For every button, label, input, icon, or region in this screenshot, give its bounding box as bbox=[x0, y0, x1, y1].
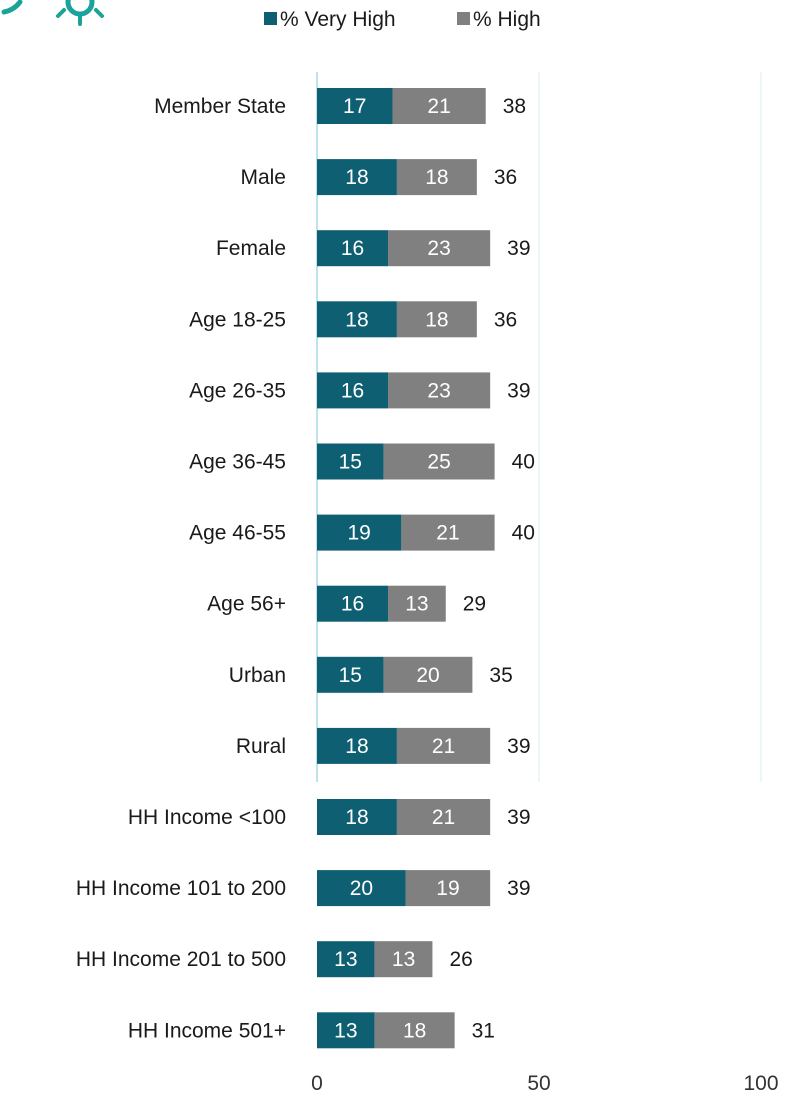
total-label: 40 bbox=[512, 451, 535, 474]
category-labels: Member State Male Female Age 18-25 Age 26-35… bbox=[76, 95, 286, 1042]
legend-label: % Very High bbox=[280, 8, 396, 31]
bar-very-high bbox=[317, 301, 397, 338]
bar-value-label: 18 bbox=[345, 806, 368, 829]
bar-value-label: 19 bbox=[436, 877, 459, 900]
bar-value-label: 16 bbox=[341, 379, 364, 402]
bar-very-high bbox=[317, 372, 389, 409]
total-label: 39 bbox=[507, 379, 530, 402]
bar-very-high bbox=[317, 514, 402, 551]
category-label: HH Income <100 bbox=[128, 806, 286, 829]
x-tick-label: 50 bbox=[527, 1072, 550, 1095]
category-label: Rural bbox=[236, 735, 286, 758]
category-label: Age 26-35 bbox=[189, 379, 286, 402]
total-label: 36 bbox=[494, 166, 517, 189]
bar-high bbox=[396, 799, 491, 835]
bar-very-high bbox=[317, 870, 406, 907]
x-tick-label: 0 bbox=[311, 1072, 323, 1095]
bar-value-label: 17 bbox=[343, 95, 366, 118]
total-label: 38 bbox=[503, 95, 526, 118]
bar-high bbox=[396, 301, 477, 338]
category-label: HH Income 501+ bbox=[128, 1019, 286, 1042]
legend-swatch bbox=[264, 12, 277, 25]
bar-high bbox=[396, 159, 477, 196]
total-label: 26 bbox=[449, 948, 472, 971]
legend-item: % Very High bbox=[264, 8, 396, 31]
bar-value-label: 25 bbox=[427, 451, 450, 474]
bar-very-high bbox=[317, 230, 389, 267]
bars: 17 21 38 18 18 36 16 23 39 18 18 36 16 23 39 15 25 40 19 21… bbox=[317, 88, 535, 1049]
bar-high bbox=[401, 514, 495, 551]
bar-value-label: 18 bbox=[345, 308, 368, 331]
total-label: 31 bbox=[472, 1019, 495, 1042]
total-label: 40 bbox=[512, 522, 535, 545]
category-label: Age 46-55 bbox=[189, 522, 286, 545]
bar-value-label: 18 bbox=[403, 1019, 426, 1042]
bar-value-label: 15 bbox=[339, 451, 362, 474]
bar-value-label: 18 bbox=[425, 308, 448, 331]
bar-value-label: 13 bbox=[334, 948, 357, 971]
bar-high bbox=[388, 372, 491, 409]
legend-item: % High bbox=[457, 8, 541, 31]
bar-value-label: 23 bbox=[427, 237, 450, 260]
total-label: 36 bbox=[494, 308, 517, 331]
total-label: 39 bbox=[507, 237, 530, 260]
bar-very-high bbox=[317, 799, 397, 835]
bar-value-label: 18 bbox=[425, 166, 448, 189]
bar-value-label: 16 bbox=[341, 237, 364, 260]
bar-very-high bbox=[317, 443, 384, 480]
bar-value-label: 16 bbox=[341, 593, 364, 616]
bar-very-high bbox=[317, 727, 397, 764]
bar-high bbox=[388, 230, 491, 267]
bar-value-label: 20 bbox=[350, 877, 373, 900]
category-label: Age 36-45 bbox=[189, 451, 286, 474]
gear-logo-icon bbox=[1, 0, 104, 26]
category-label: HH Income 201 to 500 bbox=[76, 948, 286, 971]
bar-high bbox=[383, 656, 473, 693]
x-tick-label: 100 bbox=[743, 1072, 778, 1095]
total-label: 39 bbox=[507, 806, 530, 829]
total-label: 29 bbox=[463, 593, 486, 616]
bar-high bbox=[374, 941, 433, 978]
bar-value-label: 13 bbox=[392, 948, 415, 971]
bar-value-label: 15 bbox=[339, 664, 362, 687]
category-label: Age 18-25 bbox=[189, 308, 286, 331]
bar-value-label: 18 bbox=[345, 166, 368, 189]
category-label: HH Income 101 to 200 bbox=[76, 877, 286, 900]
category-label: Urban bbox=[229, 664, 286, 687]
bar-very-high bbox=[317, 88, 393, 124]
bar-value-label: 13 bbox=[334, 1019, 357, 1042]
bar-value-label: 20 bbox=[416, 664, 439, 687]
x-axis-ticks: 0 50 100 bbox=[311, 1072, 778, 1095]
bar-very-high bbox=[317, 656, 384, 693]
legend-label: % High bbox=[473, 8, 541, 31]
legend: % Very High % High bbox=[264, 8, 541, 31]
bar-high bbox=[388, 585, 446, 622]
bar-very-high bbox=[317, 1012, 375, 1049]
bar-value-label: 21 bbox=[436, 522, 459, 545]
bar-very-high bbox=[317, 159, 397, 196]
category-label: Male bbox=[240, 166, 286, 189]
bar-high bbox=[374, 1012, 455, 1049]
bar-value-label: 23 bbox=[427, 379, 450, 402]
bar-high bbox=[392, 88, 486, 124]
bar-high bbox=[405, 870, 491, 907]
bar-high bbox=[383, 443, 495, 480]
category-label: Age 56+ bbox=[207, 593, 286, 616]
total-label: 35 bbox=[489, 664, 512, 687]
bar-high bbox=[396, 727, 491, 764]
total-label: 39 bbox=[507, 877, 530, 900]
bar-value-label: 21 bbox=[432, 735, 455, 758]
bar-value-label: 13 bbox=[405, 593, 428, 616]
category-label: Member State bbox=[154, 95, 286, 118]
bar-very-high bbox=[317, 941, 375, 978]
total-label: 39 bbox=[507, 735, 530, 758]
bar-value-label: 21 bbox=[432, 806, 455, 829]
bar-value-label: 19 bbox=[348, 522, 371, 545]
category-label: Female bbox=[216, 237, 286, 260]
bar-very-high bbox=[317, 585, 389, 622]
legend-swatch bbox=[457, 12, 470, 25]
bar-value-label: 18 bbox=[345, 735, 368, 758]
bar-value-label: 21 bbox=[427, 95, 450, 118]
